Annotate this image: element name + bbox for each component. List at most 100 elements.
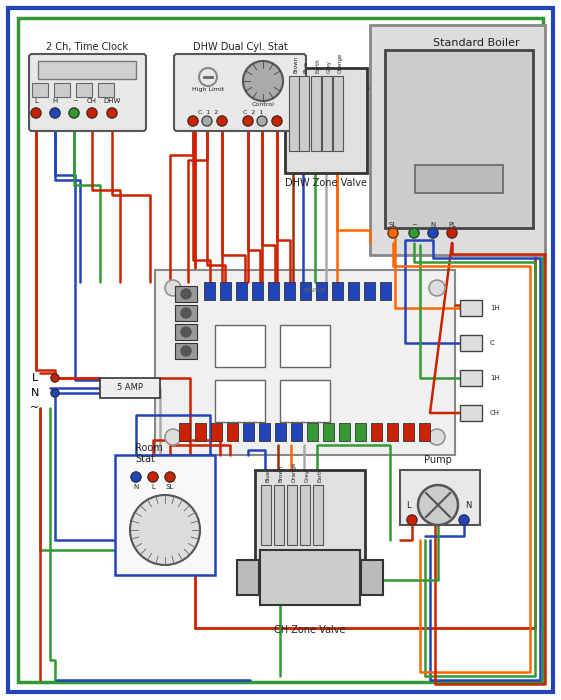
Text: Blue: Blue <box>266 470 271 482</box>
Text: SL: SL <box>389 222 397 228</box>
Text: Earth: Earth <box>316 58 321 73</box>
Text: Stat: Stat <box>135 454 155 464</box>
Bar <box>215 325 265 367</box>
Text: High Limit: High Limit <box>192 88 224 92</box>
Circle shape <box>181 289 191 299</box>
Text: Control: Control <box>251 102 274 108</box>
Circle shape <box>257 116 267 126</box>
Polygon shape <box>160 388 195 455</box>
Circle shape <box>165 429 181 445</box>
Bar <box>313 485 323 545</box>
Circle shape <box>107 108 117 118</box>
Bar <box>311 76 321 151</box>
FancyBboxPatch shape <box>29 54 146 131</box>
Circle shape <box>429 429 445 445</box>
Bar <box>195 423 206 441</box>
Bar <box>371 423 382 441</box>
Bar <box>289 76 299 151</box>
Bar <box>403 423 414 441</box>
Bar <box>385 50 533 228</box>
Text: N: N <box>465 500 471 510</box>
Circle shape <box>165 472 175 482</box>
Bar <box>204 282 215 300</box>
Circle shape <box>87 108 97 118</box>
Text: 2 Ch, Time Clock: 2 Ch, Time Clock <box>46 42 128 52</box>
Bar <box>307 423 318 441</box>
Circle shape <box>388 228 398 238</box>
Bar <box>419 423 430 441</box>
Bar <box>355 423 366 441</box>
Bar <box>380 282 391 300</box>
Circle shape <box>459 515 469 525</box>
Text: Standard Boiler: Standard Boiler <box>433 38 519 48</box>
Bar <box>255 470 365 570</box>
Bar <box>322 76 332 151</box>
Bar <box>361 560 383 595</box>
Text: Grey: Grey <box>327 60 332 73</box>
Bar <box>323 423 334 441</box>
Bar <box>285 68 367 173</box>
Circle shape <box>243 116 253 126</box>
Circle shape <box>51 374 59 382</box>
Circle shape <box>272 116 282 126</box>
Text: L: L <box>32 373 38 383</box>
Bar <box>316 282 327 300</box>
Bar <box>175 305 197 321</box>
Bar <box>236 282 247 300</box>
Bar <box>280 380 330 422</box>
Text: C  2  1: C 2 1 <box>243 109 263 115</box>
Text: SL: SL <box>166 484 174 490</box>
Text: DHW Dual Cyl. Stat: DHW Dual Cyl. Stat <box>192 42 287 52</box>
Text: CH: CH <box>87 98 97 104</box>
Bar <box>280 325 330 367</box>
Circle shape <box>447 228 457 238</box>
FancyBboxPatch shape <box>174 54 306 131</box>
Bar <box>299 76 309 151</box>
Text: ~: ~ <box>72 98 78 104</box>
Bar <box>348 282 359 300</box>
Circle shape <box>407 515 417 525</box>
Bar <box>364 282 375 300</box>
Text: Brown: Brown <box>294 56 299 73</box>
Bar <box>460 300 482 316</box>
Bar <box>259 423 270 441</box>
Text: 1H: 1H <box>490 305 500 311</box>
Text: N: N <box>430 222 436 228</box>
Bar <box>195 88 535 628</box>
Circle shape <box>429 280 445 296</box>
Circle shape <box>51 389 59 397</box>
Text: Orange: Orange <box>338 52 343 73</box>
Text: H: H <box>52 98 58 104</box>
Circle shape <box>409 228 419 238</box>
Text: SENSOR: SENSOR <box>304 288 327 293</box>
Bar <box>333 76 343 151</box>
Text: DHW Zone Valve: DHW Zone Valve <box>285 178 367 188</box>
Bar <box>179 423 190 441</box>
Bar <box>252 282 263 300</box>
Bar <box>155 270 455 455</box>
Text: 1H: 1H <box>490 375 500 381</box>
Bar <box>284 282 295 300</box>
Bar <box>460 335 482 351</box>
Text: L: L <box>406 500 410 510</box>
Bar <box>370 25 545 255</box>
Bar <box>268 282 279 300</box>
Text: N: N <box>31 388 39 398</box>
Text: Brown: Brown <box>279 465 284 482</box>
Circle shape <box>418 485 458 525</box>
Bar <box>260 550 360 605</box>
Bar <box>300 282 311 300</box>
Circle shape <box>243 61 283 101</box>
Bar <box>115 455 215 575</box>
Bar <box>243 423 254 441</box>
Text: Orange: Orange <box>292 461 297 482</box>
Bar <box>54 83 70 97</box>
Bar <box>175 324 197 340</box>
Bar <box>237 560 259 595</box>
Circle shape <box>148 472 158 482</box>
Circle shape <box>202 116 212 126</box>
Text: CH Zone Valve: CH Zone Valve <box>274 625 346 635</box>
Bar <box>32 83 48 97</box>
Text: PL: PL <box>448 222 456 228</box>
Bar <box>38 61 136 79</box>
